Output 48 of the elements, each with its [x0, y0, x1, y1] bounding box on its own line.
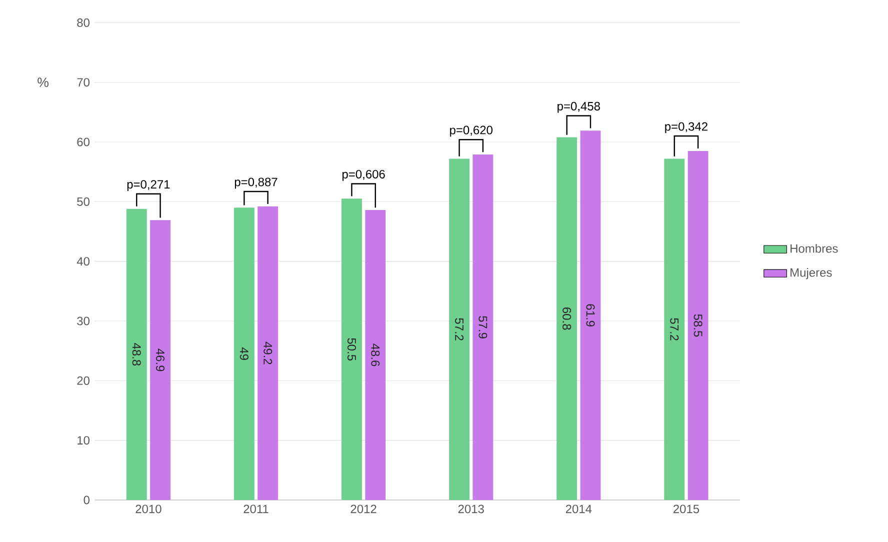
- data-label: 48.6: [371, 344, 380, 366]
- legend-label: Mujeres: [790, 268, 832, 280]
- bar: [472, 154, 494, 500]
- x-tick-label: 2012: [350, 504, 376, 514]
- bar: [150, 220, 170, 500]
- data-label: 60.8: [562, 308, 572, 330]
- bar: [688, 150, 708, 500]
- bar: [580, 130, 601, 500]
- x-tick-label: 2010: [136, 504, 162, 514]
- data-label: 58.5: [694, 314, 702, 337]
- y-tick-label: 40: [76, 257, 90, 266]
- y-tick-label: 50: [77, 197, 90, 206]
- y-tick-label: 20: [77, 376, 90, 385]
- data-label: 57.2: [670, 318, 679, 340]
- annotation: p=0,458: [558, 102, 600, 113]
- annotation: p=0,606: [342, 170, 385, 181]
- bar: [342, 198, 362, 500]
- y-tick-label: 60: [77, 138, 90, 146]
- data-label: 57.9: [478, 316, 488, 338]
- y-axis-title: %: [38, 78, 49, 87]
- y-tick-label: 30: [77, 316, 90, 326]
- data-label: 48.8: [132, 342, 141, 366]
- y-tick-label: 70: [77, 78, 90, 87]
- bar: [365, 210, 386, 500]
- x-tick-label: 2014: [566, 504, 592, 514]
- x-tick-label: 2013: [458, 504, 484, 514]
- y-tick-label: 0: [84, 496, 90, 504]
- bar: [664, 158, 685, 500]
- annotation: p=0,620: [450, 126, 492, 137]
- data-label: 50.5: [347, 338, 356, 360]
- data-label: 46.9: [156, 348, 165, 372]
- x-tick-label: 2015: [673, 504, 700, 514]
- data-label: 49: [240, 347, 248, 360]
- legend-label: Hombres: [790, 244, 838, 253]
- data-label: 61.9: [586, 304, 595, 326]
- y-tick-label: 80: [77, 18, 90, 27]
- data-label: 57.2: [455, 318, 464, 340]
- y-tick-label: 10: [78, 436, 90, 445]
- bar: [258, 206, 278, 500]
- bar: [126, 208, 147, 500]
- annotation: p=0,271: [127, 180, 170, 191]
- bar: [234, 208, 254, 500]
- bar: [449, 158, 470, 500]
- annotation: p=0,342: [665, 122, 708, 134]
- data-label: 49.2: [264, 342, 272, 364]
- annotation: p=0,887: [234, 178, 278, 189]
- bar: [556, 137, 578, 500]
- x-tick-label: 2011: [244, 504, 268, 514]
